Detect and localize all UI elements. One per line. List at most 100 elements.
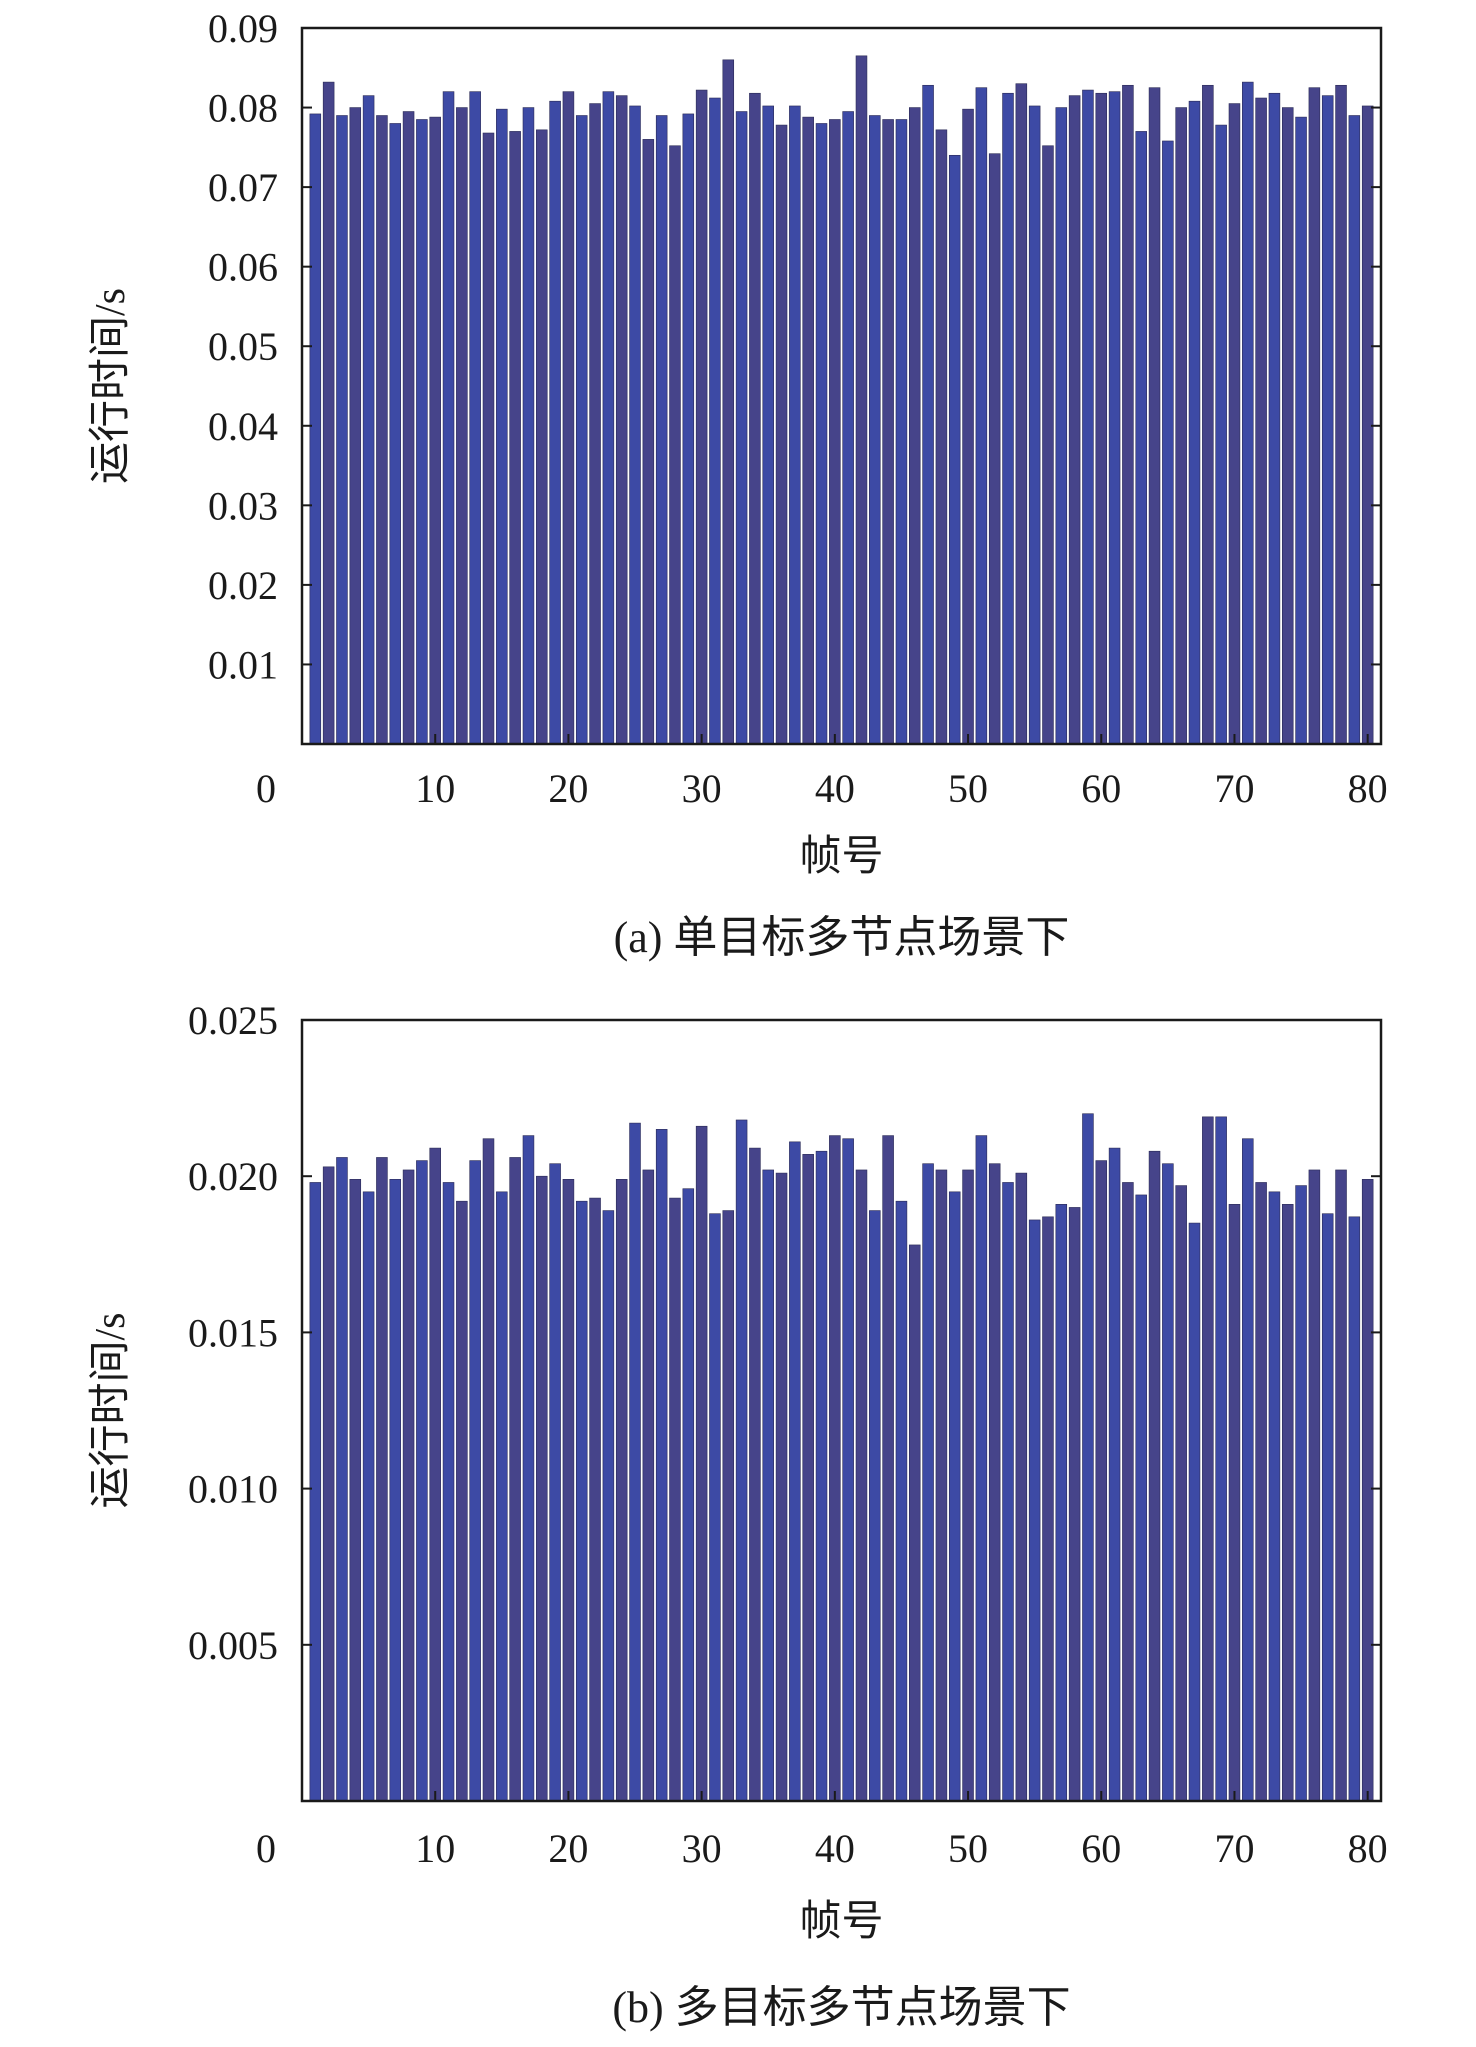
plot-area-frame-b [300, 1018, 1383, 1803]
x-tick-label-a: 60 [1081, 766, 1121, 811]
bar-a-frame-75 [1295, 116, 1307, 745]
bar-b-frame-43 [869, 1210, 881, 1802]
bar-a-frame-69 [1215, 124, 1227, 745]
bar-a-frame-79 [1348, 115, 1361, 745]
bar-a-frame-73 [1268, 92, 1281, 745]
bar-a-frame-60 [1095, 92, 1108, 745]
bar-a-frame-3 [336, 115, 348, 745]
y-tick-label-b: 0.020 [188, 1154, 278, 1199]
bar-a-frame-14 [482, 132, 495, 745]
y-tick-label-b: 0.025 [188, 998, 278, 1043]
bar-a-frame-34 [749, 92, 761, 745]
bar-b-frame-11 [442, 1182, 455, 1802]
x-tick-label-b: 30 [682, 1826, 722, 1871]
bar-b-frame-37 [789, 1141, 801, 1802]
bar-a-frame-10 [429, 116, 441, 745]
bar-b-frame-6 [376, 1157, 388, 1802]
y-tick-label-a: 0.07 [208, 165, 278, 210]
bar-b-frame-76 [1308, 1169, 1321, 1802]
bar-a-frame-48 [935, 129, 948, 745]
bar-b-frame-16 [509, 1157, 521, 1802]
plot-area-frame-a [300, 26, 1383, 746]
bar-b-frame-61 [1108, 1147, 1121, 1802]
bar-b-frame-67 [1188, 1222, 1201, 1802]
bar-b-frame-72 [1255, 1182, 1267, 1802]
bar-a-frame-78 [1335, 84, 1347, 745]
x-axis-label-a: 帧号 [799, 834, 883, 880]
bar-a-frame-64 [1148, 87, 1161, 745]
x-tick-label-a: 70 [1214, 766, 1254, 811]
bar-b-frame-4 [349, 1179, 362, 1802]
bar-b-frame-42 [855, 1169, 868, 1802]
bar-b-frame-74 [1281, 1204, 1294, 1802]
bar-a-frame-77 [1321, 95, 1334, 745]
bar-b-frame-25 [629, 1122, 641, 1802]
bar-a-frame-15 [496, 108, 508, 745]
y-tick-label-b: 0.010 [188, 1467, 278, 1512]
bar-a-frame-54 [1015, 83, 1028, 745]
x-tick-label-a: 30 [682, 766, 722, 811]
y-tick-label-a: 0.01 [208, 642, 278, 687]
bar-a-frame-42 [855, 55, 868, 745]
bar-b-frame-35 [762, 1169, 774, 1802]
bar-b-frame-45 [895, 1200, 908, 1802]
bar-a-frame-6 [376, 115, 388, 745]
bar-b-frame-62 [1122, 1182, 1134, 1802]
bar-a-frame-13 [469, 91, 481, 745]
bar-a-frame-41 [842, 111, 854, 745]
x-ticks-a: 0 10 20 30 40 50 60 70 80 [256, 734, 1388, 811]
bar-a-frame-28 [669, 145, 681, 745]
bars-group-a [309, 55, 1374, 745]
bar-a-frame-17 [522, 107, 535, 745]
y-ticks-b: 0.005 0.010 0.015 0.020 0.025 [188, 998, 1381, 1668]
bar-b-frame-7 [389, 1179, 402, 1802]
bar-a-frame-70 [1228, 103, 1241, 745]
y-tick-label-b: 0.015 [188, 1310, 278, 1355]
bar-a-frame-23 [602, 91, 615, 745]
bar-b-frame-44 [882, 1135, 894, 1802]
bar-a-frame-5 [362, 95, 375, 745]
chart-caption-a: (a) 单目标多节点场景下 [614, 913, 1070, 962]
x-tick-label-b: 10 [415, 1826, 455, 1871]
bar-b-frame-30 [695, 1125, 708, 1802]
bar-b-frame-20 [562, 1179, 575, 1802]
bar-a-frame-45 [895, 119, 908, 745]
bar-b-frame-75 [1295, 1185, 1307, 1802]
bar-a-frame-12 [456, 107, 468, 745]
bar-a-frame-25 [629, 105, 641, 745]
bar-a-frame-74 [1281, 107, 1294, 745]
bar-b-frame-38 [802, 1154, 814, 1802]
x-ticks-b: 0 10 20 30 40 50 60 70 80 [256, 1791, 1388, 1871]
bar-b-frame-71 [1242, 1138, 1254, 1802]
bar-b-frame-31 [709, 1213, 721, 1802]
bar-b-frame-39 [815, 1150, 828, 1802]
bar-a-frame-20 [562, 91, 575, 745]
bar-a-frame-67 [1188, 100, 1201, 745]
bar-b-frame-27 [655, 1129, 668, 1802]
bar-b-frame-48 [935, 1169, 948, 1802]
bar-b-frame-29 [682, 1188, 695, 1802]
x-tick-label-b: 70 [1214, 1826, 1254, 1871]
bar-b-frame-15 [496, 1191, 508, 1802]
bar-b-frame-63 [1135, 1194, 1147, 1802]
bar-b-frame-1 [309, 1182, 322, 1802]
bar-a-frame-35 [762, 105, 774, 745]
bar-a-frame-24 [615, 95, 628, 745]
y-tick-label-b: 0.005 [188, 1623, 278, 1668]
chart-panel-b: 0.005 0.010 0.015 0.020 0.025 0 10 20 30 40 50 60 7… [88, 998, 1388, 2032]
bar-a-frame-4 [349, 107, 362, 745]
bar-a-frame-46 [908, 107, 921, 745]
bar-b-frame-34 [749, 1147, 761, 1802]
x-tick-label-a: 10 [415, 766, 455, 811]
bars-group-b [309, 1113, 1374, 1802]
y-tick-label-a: 0.09 [208, 6, 278, 51]
bar-b-frame-64 [1148, 1150, 1161, 1802]
x-tick-label-b: 0 [256, 1826, 276, 1871]
bar-a-frame-65 [1162, 140, 1174, 745]
bar-b-frame-52 [988, 1163, 1001, 1802]
bar-b-frame-66 [1175, 1185, 1187, 1802]
bar-a-frame-53 [1002, 92, 1014, 745]
bar-b-frame-77 [1321, 1213, 1334, 1802]
bar-b-frame-51 [975, 1135, 988, 1802]
